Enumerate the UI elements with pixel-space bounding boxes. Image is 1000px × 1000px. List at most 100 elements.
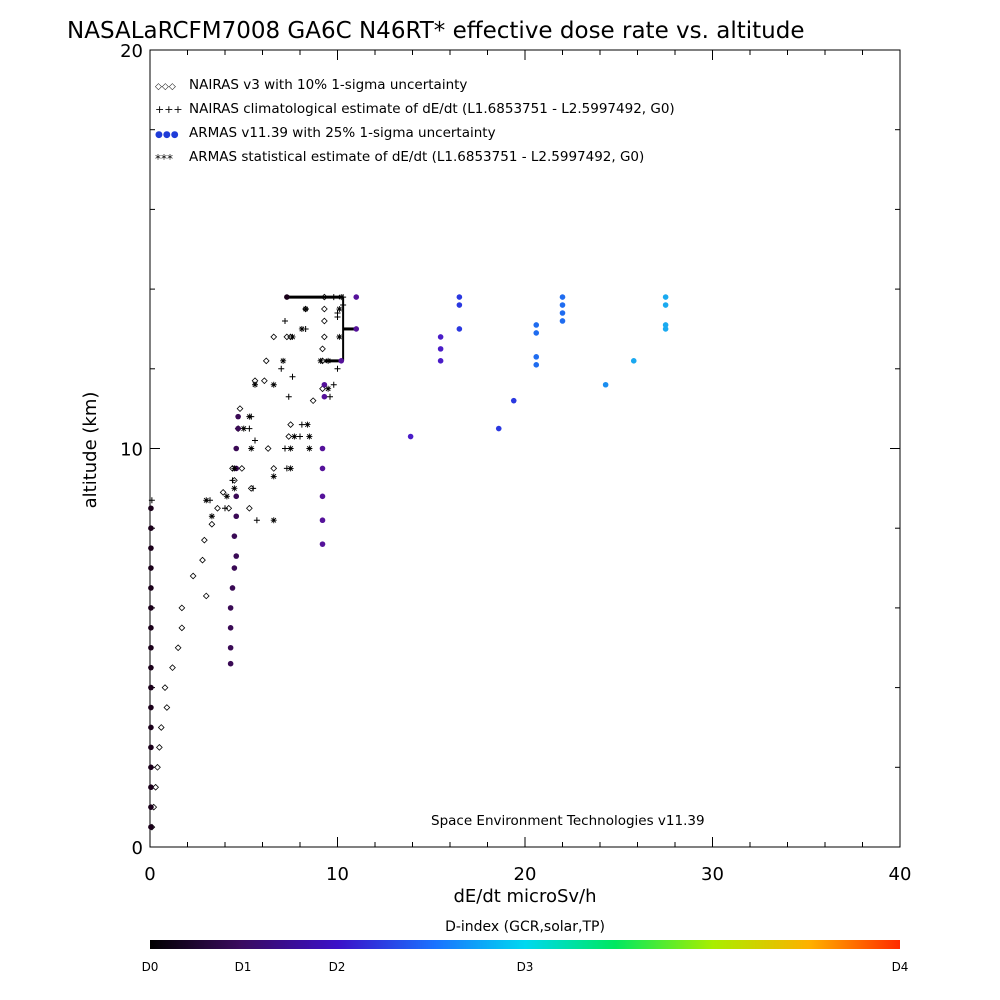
legend-label-nairas: NAIRAS v3 with 10% 1-sigma uncertainty <box>189 77 467 93</box>
armas-asterisk-point <box>240 425 247 432</box>
armas-dot-point <box>233 493 240 500</box>
armas-dot-point <box>533 354 540 360</box>
nairas-diamond-point <box>174 644 182 652</box>
armas-dot-point <box>602 381 609 388</box>
nairas-plus-point <box>282 317 288 324</box>
armas-dot-point <box>233 513 240 520</box>
armas-asterisk-point <box>304 421 311 428</box>
armas-asterisk-point <box>280 357 287 364</box>
nairas-plus-point <box>246 425 253 432</box>
armas-dot-point <box>148 644 154 651</box>
armas-asterisk-point <box>306 433 313 440</box>
nairas-diamond-point <box>157 724 165 731</box>
armas-dot-point <box>456 294 463 300</box>
nairas-diamond-point <box>285 433 293 440</box>
nairas-diamond-point <box>264 445 272 452</box>
armas-dot-point <box>559 294 566 300</box>
nairas-plus-point <box>289 373 296 380</box>
armas-dot-point <box>662 294 669 300</box>
armas-dot-point <box>495 425 502 432</box>
armas-asterisk-point <box>270 517 277 524</box>
armas-asterisk-point <box>336 306 343 313</box>
armas-dot-point <box>662 302 669 308</box>
armas-dot-point <box>227 625 234 631</box>
nairas-diamond-point <box>199 556 206 564</box>
armas-asterisk-point <box>336 333 343 340</box>
armas-asterisk-point <box>325 385 332 392</box>
x-tick-label: 10 <box>326 864 349 885</box>
armas-dot-point <box>233 553 240 559</box>
colorbar-label-d1: D1 <box>235 960 252 974</box>
armas-dot-point <box>148 664 154 671</box>
armas-asterisk-point <box>223 493 230 500</box>
nairas-plus-point <box>330 294 337 301</box>
armas-dot-point <box>227 660 234 667</box>
nairas-diamond-point <box>270 465 278 472</box>
nairas-diamond-point <box>321 333 328 341</box>
armas-dot-point <box>407 433 414 440</box>
nairas-plus-point <box>327 393 333 400</box>
nairas-diamond-point <box>309 397 317 405</box>
nairas-plus-point <box>334 365 341 372</box>
armas-dot-point <box>437 334 444 340</box>
nairas-diamond-point <box>178 604 186 612</box>
armas-asterisk-point <box>302 306 309 313</box>
x-tick-label: 0 <box>144 864 155 885</box>
armas-dot-point <box>533 330 540 336</box>
axis-ticks: 0 10 20 30 40 0 10 20 <box>120 41 911 885</box>
nairas-plus-point <box>222 505 228 512</box>
source-annotation: Space Environment Technologies v11.39 <box>431 813 705 829</box>
legend-symbol-armas-stat: *** <box>155 152 173 166</box>
armas-dot-point <box>231 565 238 571</box>
armas-asterisk-point <box>338 294 345 301</box>
legend-symbol-nairas: ◇◇◇ <box>155 82 176 92</box>
armas-dot-point <box>662 322 669 328</box>
legend-symbol-armas: ●●● <box>155 130 179 140</box>
armas-asterisk-point <box>270 473 277 480</box>
armas-asterisk-point <box>231 465 238 472</box>
armas-asterisk-point <box>252 381 258 388</box>
armas-dot-point <box>533 322 540 328</box>
armas-dot-point <box>319 541 326 547</box>
colorbar-title: D-index (GCR,solar,TP) <box>445 919 605 935</box>
armas-dot-point <box>353 326 360 332</box>
legend-label-armas: ARMAS v11.39 with 25% 1-sigma uncertaint… <box>189 125 496 141</box>
x-tick-label: 40 <box>889 864 912 885</box>
armas-dot-point <box>437 346 444 352</box>
armas-dot-point <box>233 445 240 452</box>
nairas-plus-point <box>229 477 236 484</box>
armas-dot-point <box>319 517 326 524</box>
armas-dot-point <box>321 381 328 388</box>
armas-dot-point <box>148 505 154 512</box>
armas-dot-point <box>148 704 154 711</box>
y-tick-label: 20 <box>120 41 143 62</box>
armas-dot-point <box>231 533 238 539</box>
armas-dot-point <box>284 294 290 300</box>
nairas-plus-point <box>282 445 288 452</box>
nairas-diamond-point <box>262 357 270 365</box>
nairas-plus-point <box>252 437 258 444</box>
nairas-diamond-point <box>321 305 328 313</box>
x-axis-label: dE/dt microSv/h <box>453 886 596 907</box>
nairas-diamond-point <box>169 664 176 672</box>
nairas-diamond-point <box>261 377 268 385</box>
nairas-diamond-point <box>319 385 326 393</box>
nairas-diamond-point <box>201 536 208 544</box>
nairas-plus-point <box>278 365 285 372</box>
armas-dot-point <box>456 326 463 332</box>
armas-dot-point <box>148 744 154 751</box>
armas-dot-point <box>630 358 637 364</box>
nairas-plus-point <box>250 485 257 492</box>
chart-title: NASALaRCFM7008 GA6C N46RT* effective dos… <box>67 18 805 44</box>
armas-dot-point <box>353 294 360 300</box>
armas-asterisk-point <box>291 433 298 440</box>
armas-asterisk-point <box>287 445 294 452</box>
armas-asterisk-point <box>231 485 238 492</box>
nairas-diamond-point <box>161 684 169 691</box>
nairas-diamond-point <box>246 504 253 512</box>
nairas-diamond-point <box>319 345 326 353</box>
nairas-diamond-point <box>163 704 171 711</box>
x-tick-label: 30 <box>701 864 724 885</box>
armas-dot-point <box>148 684 154 691</box>
